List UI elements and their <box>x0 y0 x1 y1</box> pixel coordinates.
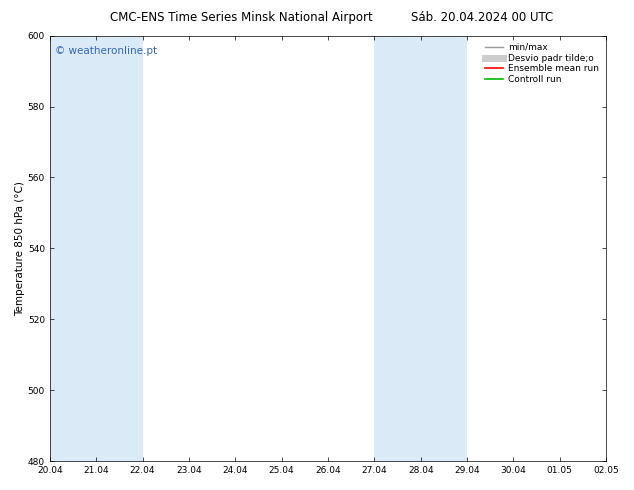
Legend: min/max, Desvio padr tilde;o, Ensemble mean run, Controll run: min/max, Desvio padr tilde;o, Ensemble m… <box>482 40 602 87</box>
Text: CMC-ENS Time Series Minsk National Airport: CMC-ENS Time Series Minsk National Airpo… <box>110 11 372 24</box>
Text: Sáb. 20.04.2024 00 UTC: Sáb. 20.04.2024 00 UTC <box>411 11 553 24</box>
Bar <box>50 36 143 461</box>
Text: © weatheronline.pt: © weatheronline.pt <box>55 46 158 56</box>
Bar <box>374 36 467 461</box>
Y-axis label: Temperature 850 hPa (°C): Temperature 850 hPa (°C) <box>15 181 25 316</box>
